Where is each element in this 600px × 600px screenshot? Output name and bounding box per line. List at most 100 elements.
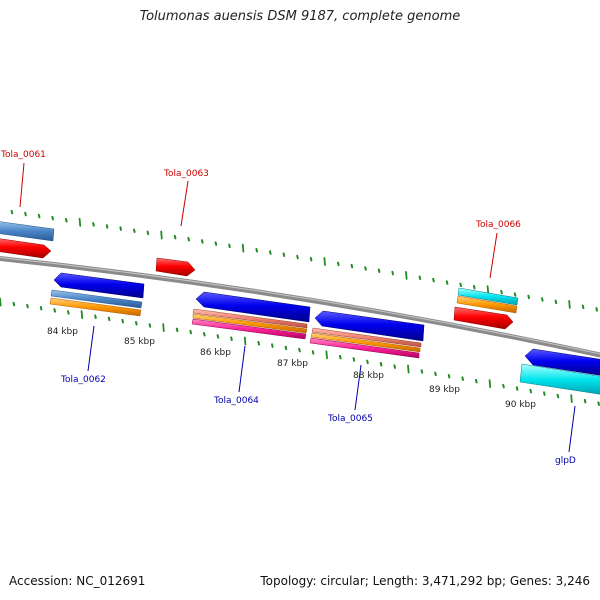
minor-tick — [257, 341, 260, 346]
minor-tick — [418, 275, 422, 280]
minor-tick — [255, 248, 258, 253]
gene-label-tola-0064[interactable]: Tola_0064 — [213, 396, 259, 406]
minor-tick — [391, 270, 394, 276]
minor-tick — [432, 277, 435, 283]
minor-tick — [364, 266, 367, 271]
major-tick — [407, 364, 410, 374]
gene-arrow-glpd[interactable] — [524, 348, 600, 376]
minor-tick — [543, 391, 546, 396]
leader-tola-0064 — [238, 345, 246, 393]
minor-tick — [583, 398, 587, 404]
gene-arrow-tola-0063[interactable] — [155, 257, 196, 277]
minor-tick — [203, 332, 206, 337]
leader-glpd — [568, 405, 576, 453]
minor-tick — [352, 357, 356, 362]
minor-tick — [135, 321, 138, 326]
minor-tick — [53, 308, 56, 313]
gene-arrow-tola-0064-pink[interactable] — [191, 318, 307, 340]
minor-tick — [434, 371, 437, 377]
minor-tick — [500, 289, 503, 295]
tick-label: 90 kbp — [505, 400, 536, 410]
gene-arrow-tola-0064-orange[interactable] — [192, 313, 308, 334]
minor-tick — [337, 261, 340, 267]
tick-label: 84 kbp — [47, 327, 78, 337]
minor-tick — [366, 359, 369, 365]
minor-tick — [12, 301, 16, 307]
gene-arrow-tola-0061[interactable] — [0, 238, 52, 259]
tick-label: 87 kbp — [277, 359, 308, 369]
major-tick — [325, 350, 328, 360]
minor-tick — [445, 280, 449, 285]
minor-tick — [65, 218, 68, 223]
minor-tick — [146, 230, 150, 236]
gene-label-tola-0062[interactable]: Tola_0062 — [60, 375, 106, 385]
tick-labels: 84 kbp 85 kbp 86 kbp 87 kbp 88 kbp 89 kb… — [47, 327, 536, 410]
gene-arrow-tola-0065-salmon[interactable] — [311, 327, 422, 348]
minor-tick — [271, 343, 274, 348]
minor-tick — [216, 334, 220, 339]
minor-tick — [51, 215, 54, 221]
leader-tola-0062 — [87, 325, 95, 372]
minor-tick — [475, 378, 478, 384]
label-leaders — [19, 162, 576, 453]
tick-label: 89 kbp — [429, 385, 460, 395]
gene-label-glpd[interactable]: glpD — [555, 456, 576, 466]
minor-tick — [377, 268, 381, 273]
gene-label-tola-0063[interactable]: Tola_0063 — [163, 169, 209, 179]
minor-tick — [296, 254, 299, 260]
gene-arrow-tola-0064-salmon[interactable] — [192, 308, 308, 329]
minor-tick — [175, 327, 179, 333]
major-tick — [241, 243, 245, 253]
leader-tola-0061 — [19, 162, 25, 208]
minor-tick — [133, 228, 136, 233]
gene-label-tola-0061[interactable]: Tola_0061 — [0, 150, 46, 160]
minor-tick — [339, 354, 342, 360]
gene-arrow-tola-0062[interactable] — [53, 272, 145, 299]
reverse-tick-row — [0, 297, 600, 406]
minor-tick — [298, 347, 301, 353]
gene-arrow-tola-0065-pink[interactable] — [309, 337, 420, 359]
minor-tick — [350, 263, 354, 269]
gene-arrow-tola-0066-cyan[interactable] — [457, 287, 519, 306]
gene-label-tola-0066[interactable]: Tola_0066 — [475, 220, 521, 230]
minor-tick — [554, 299, 558, 305]
minor-tick — [26, 303, 29, 309]
tick-label: 85 kbp — [124, 337, 155, 347]
gene-label-tola-0065[interactable]: Tola_0065 — [327, 414, 373, 424]
major-tick — [80, 310, 84, 320]
genome-stats-text: Topology: circular; Length: 3,471,292 bp… — [260, 574, 590, 588]
major-tick — [570, 394, 573, 404]
major-tick — [488, 379, 492, 389]
major-tick — [405, 270, 408, 280]
minor-tick — [105, 224, 109, 229]
gene-arrow-tola-0065-orange[interactable] — [310, 332, 421, 353]
minor-tick — [311, 350, 315, 355]
gene-arrow-tola-0066-orange[interactable] — [456, 295, 518, 314]
genome-backbone-highlight — [0, 257, 600, 355]
gene-arrow-tola-0062-steel[interactable] — [50, 289, 143, 309]
minor-tick — [513, 292, 517, 297]
gene-arrow-tola-0066[interactable] — [453, 306, 514, 330]
forward-tick-row — [10, 209, 598, 312]
minor-tick — [502, 383, 505, 389]
gene-labels: Tola_0061 Tola_0062 Tola_0063 Tola_0064 … — [0, 150, 576, 466]
leader-tola-0066 — [489, 232, 498, 279]
minor-tick — [230, 336, 233, 341]
minor-tick — [94, 314, 97, 319]
gene-arrow-tola-0062-orange[interactable] — [49, 297, 142, 317]
minor-tick — [309, 257, 313, 262]
major-tick — [0, 297, 2, 307]
minor-tick — [107, 316, 111, 322]
minor-tick — [10, 209, 14, 215]
gene-arrow-tola-0064[interactable] — [195, 291, 311, 323]
minor-tick — [379, 362, 383, 367]
minor-tick — [541, 297, 544, 302]
leader-tola-0063 — [180, 180, 189, 227]
minor-tick — [527, 294, 530, 300]
minor-tick — [581, 304, 585, 310]
gene-arrow-tola-0065[interactable] — [314, 310, 425, 342]
gene-arrow-tola-0061-steel[interactable] — [0, 221, 55, 242]
major-tick — [243, 336, 247, 346]
gene-arrow-glpd-cyan[interactable] — [519, 363, 600, 395]
